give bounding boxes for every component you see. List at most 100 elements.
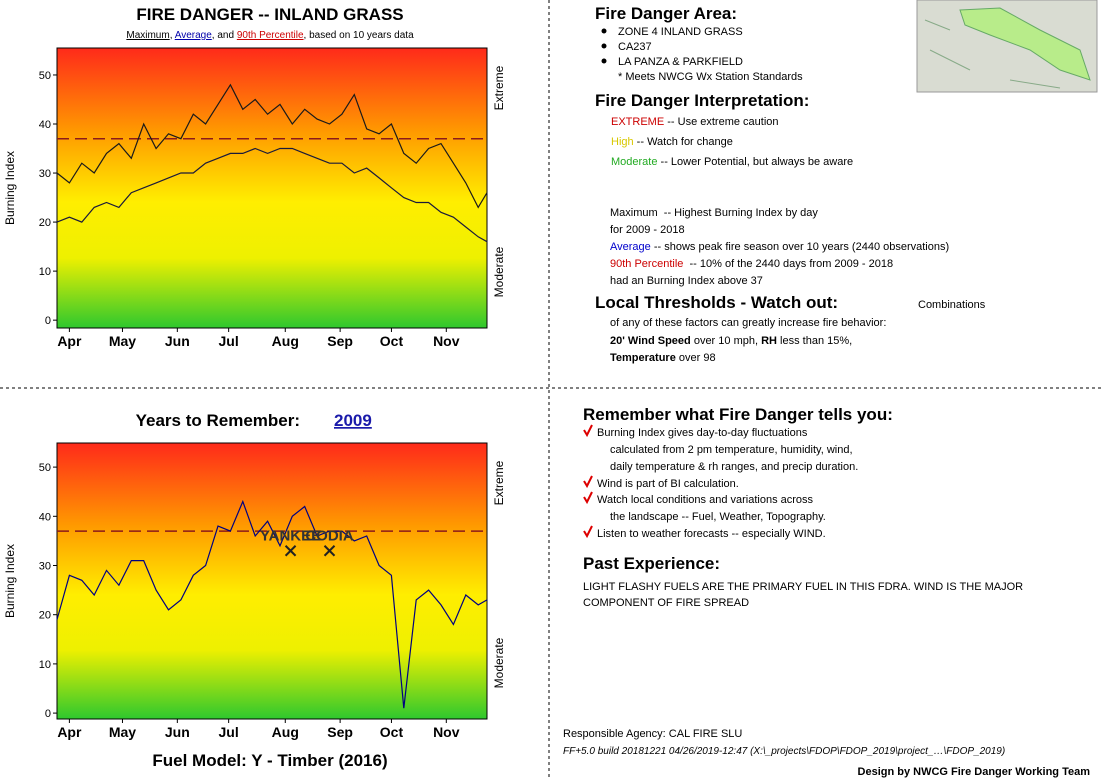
series-line [56, 83, 488, 209]
legend-maximum: Maximum [126, 30, 169, 41]
text: Maximum -- Highest Burning Index by day [610, 207, 818, 219]
x-tick-label: Nov [433, 724, 460, 740]
year: 2009 [334, 411, 372, 430]
bullets [601, 28, 607, 64]
zone-label: Moderate [492, 637, 506, 688]
incident-label: YANKEE [260, 528, 321, 545]
text: -- Watch for change [634, 136, 733, 148]
chart-title: FIRE DANGER -- INLAND GRASS [136, 5, 403, 24]
y-tick-label: 40 [39, 119, 51, 131]
term: 20' Wind Speed [610, 335, 691, 347]
text: the landscape -- Fuel, Weather, Topograp… [610, 511, 826, 523]
y-axis-label: Burning Index [3, 544, 17, 618]
series-line [56, 499, 488, 709]
heading: Remember what Fire Danger tells you: [583, 405, 893, 424]
y-tick-label: 0 [45, 315, 51, 327]
heading: Past Experience: [583, 554, 720, 573]
text: -- Use extreme caution [664, 116, 778, 128]
x-tick-label: Aug [272, 724, 299, 740]
x-tick-label: Apr [57, 333, 82, 349]
zone-label: Moderate [492, 246, 506, 297]
x-tick-label: May [109, 724, 136, 740]
y-tick-label: 10 [39, 659, 51, 671]
y-tick-label: 40 [39, 511, 51, 523]
area-item: ZONE 4 INLAND GRASS [618, 26, 743, 38]
text: over 10 mph, [691, 335, 761, 347]
text: , and [212, 30, 237, 41]
plot-background [56, 47, 488, 329]
y-tick-label: 0 [45, 708, 51, 720]
text: of any of these factors can greatly incr… [610, 317, 886, 329]
design: Design by NWCG Fire Danger Working Team [858, 766, 1091, 778]
text: 20' Wind Speed over 10 mph, RH less than… [610, 335, 852, 347]
text: had an Burning Index above 37 [610, 275, 763, 287]
x-tick-label: Jul [219, 724, 239, 740]
level-name: High [611, 136, 634, 148]
text: 90th Percentile -- 10% of the 2440 days … [610, 258, 893, 270]
x-tick-label: Jul [219, 333, 239, 349]
x-tick-label: May [109, 333, 136, 349]
text: Average -- shows peak fire season over 1… [610, 241, 949, 253]
term: Temperature [610, 352, 676, 364]
x-tick-label: Oct [380, 333, 404, 349]
text: over 98 [676, 352, 716, 364]
area-item: CA237 [618, 41, 652, 53]
text: Burning Index gives day-to-day fluctuati… [597, 427, 808, 439]
level-name: EXTREME [611, 116, 664, 128]
text: , based on 10 years data [304, 30, 415, 41]
chart-title: Years to Remember: [136, 411, 300, 430]
term: RH [761, 335, 777, 347]
text: COMPONENT OF FIRE SPREAD [583, 597, 749, 609]
incident-marker [284, 545, 297, 557]
text: Watch local conditions and variations ac… [597, 494, 814, 506]
y-tick-label: 20 [39, 610, 51, 622]
term: 90th Percentile [610, 258, 683, 270]
x-tick-label: Nov [433, 333, 460, 349]
y-tick-label: 50 [39, 70, 51, 82]
text: -- Lower Potential, but always be aware [657, 156, 853, 168]
incident-marker [323, 545, 336, 557]
text: daily temperature & rh ranges, and preci… [610, 461, 858, 473]
text: Wind is part of BI calculation. [597, 478, 739, 490]
text: -- 10% of the 2440 days from 2009 - 2018 [683, 258, 893, 270]
text: less than 15%, [777, 335, 852, 347]
map [916, 0, 1098, 93]
agency: Responsible Agency: CAL FIRE SLU [563, 728, 742, 740]
text: Combinations [918, 299, 986, 311]
y-tick-label: 10 [39, 266, 51, 278]
check-marks [583, 424, 593, 539]
text: Listen to weather forecasts -- especiall… [597, 528, 826, 540]
area-item: LA PANZA & PARKFIELD [618, 56, 743, 68]
area-note: * Meets NWCG Wx Station Standards [618, 71, 803, 83]
text: LIGHT FLASHY FUELS ARE THE PRIMARY FUEL … [583, 581, 1023, 593]
y-tick-label: 30 [39, 561, 51, 573]
term: Average [610, 241, 651, 253]
x-tick-label: Sep [327, 333, 353, 349]
x-tick-label: Jun [165, 724, 190, 740]
build: FF+5.0 build 20181221 04/26/2019-12:47 (… [563, 746, 1005, 757]
x-tick-label: Oct [380, 724, 404, 740]
text: Temperature over 98 [610, 352, 716, 364]
legend-average: Average [175, 30, 213, 41]
text: for 2009 - 2018 [610, 224, 685, 236]
x-tick-label: Jun [165, 333, 190, 349]
incident-label: CODIA [305, 528, 354, 545]
text: , [170, 30, 175, 41]
y-tick-label: 30 [39, 168, 51, 180]
chart-subtitle: Maximum, Average, and 90th Percentile, b… [126, 30, 414, 41]
level: High -- Watch for change [611, 136, 733, 148]
level-name: Moderate [611, 156, 657, 168]
text: -- shows peak fire season over 10 years … [651, 241, 949, 253]
legend-percentile: 90th Percentile [237, 30, 304, 41]
y-tick-label: 50 [39, 462, 51, 474]
series-line [56, 147, 488, 243]
y-tick-label: 20 [39, 217, 51, 229]
zone-label: Extreme [492, 65, 506, 110]
plot-background [56, 442, 488, 720]
text: calculated from 2 pm temperature, humidi… [610, 444, 853, 456]
level: EXTREME -- Use extreme caution [611, 116, 779, 128]
x-tick-label: Sep [327, 724, 353, 740]
fuel-model: Fuel Model: Y - Timber (2016) [152, 751, 387, 770]
x-tick-label: Apr [57, 724, 82, 740]
y-axis-label: Burning Index [3, 151, 17, 225]
